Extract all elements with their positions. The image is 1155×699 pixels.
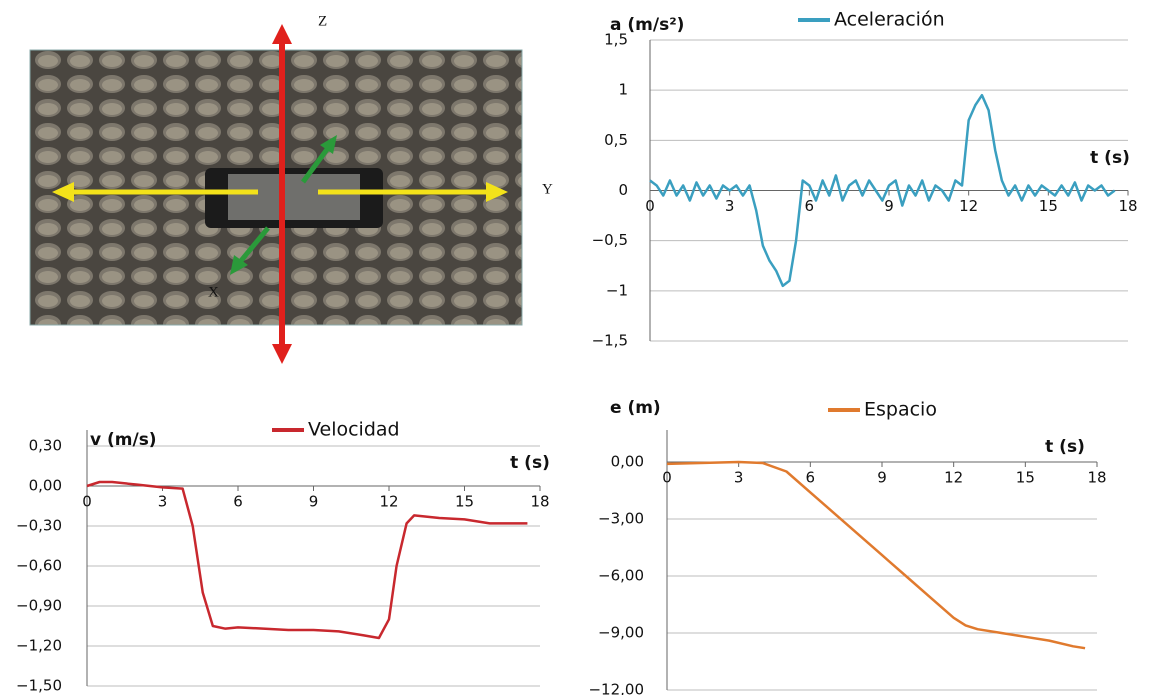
data-line: [666, 460, 1086, 650]
y-tick-label: 1,5: [604, 31, 628, 49]
y-tick-label: −0,5: [592, 231, 628, 249]
x-arrow-down-head: [230, 255, 248, 275]
data-line: [649, 93, 1116, 288]
z-label: Z: [318, 13, 327, 29]
x-arrow-up-head: [320, 135, 337, 154]
y-arrow-right-head: [486, 182, 508, 202]
x-tick-label: 12: [379, 493, 398, 511]
y-tick-label: −1,20: [16, 637, 62, 655]
x-label: X: [208, 284, 219, 300]
x-tick-label: 15: [1016, 469, 1035, 487]
y-tick-label: −6,00: [598, 567, 644, 585]
phone-screen: [228, 174, 360, 220]
x-axis-label: t (s): [1090, 148, 1130, 168]
x-axis-label: t (s): [510, 453, 550, 473]
x-axis-label: t (s): [1045, 437, 1085, 457]
y-axis-label: v (m/s): [90, 430, 157, 450]
x-tick-label: 3: [734, 469, 744, 487]
y-tick-label: −0,90: [16, 597, 62, 615]
x-tick-label: 0: [82, 493, 92, 511]
x-tick-label: 9: [884, 197, 894, 215]
x-tick-label: 3: [725, 197, 735, 215]
y-label: Y: [542, 181, 553, 197]
x-tick-label: 0: [645, 197, 655, 215]
x-tick-label: 12: [944, 469, 963, 487]
legend-label: Velocidad: [308, 419, 400, 441]
y-tick-label: 0,00: [29, 477, 62, 495]
y-tick-label: 0: [618, 181, 628, 199]
x-arrow-down: [238, 226, 270, 264]
y-tick-label: −0,60: [16, 557, 62, 575]
x-tick-label: 12: [959, 197, 978, 215]
photo: Z Y X: [29, 13, 553, 364]
y-axis-label: a (m/s²): [610, 15, 684, 35]
z-arrow-head: [272, 24, 292, 44]
y-tick-label: 1: [618, 81, 628, 99]
y-tick-label: −12,00: [588, 681, 644, 696]
x-tick-label: 15: [1039, 197, 1058, 215]
y-tick-label: −0,30: [16, 517, 62, 535]
y-arrow-left-head: [52, 182, 74, 202]
x-tick-label: 18: [1118, 197, 1137, 215]
x-tick-label: 6: [233, 493, 243, 511]
x-tick-label: 18: [530, 493, 549, 511]
x-tick-label: 18: [1087, 469, 1106, 487]
x-tick-label: 0: [662, 469, 672, 487]
y-tick-label: −1,50: [16, 677, 62, 695]
legend-label: Aceleración: [834, 9, 945, 31]
y-tick-label: 0,00: [611, 453, 644, 471]
data-line: [86, 480, 528, 640]
x-tick-label: 9: [309, 493, 319, 511]
y-tick-label: 0,5: [604, 131, 628, 149]
y-tick-label: −3,00: [598, 510, 644, 528]
x-tick-label: 6: [805, 197, 815, 215]
x-tick-label: 3: [158, 493, 168, 511]
x-arrow-up: [300, 146, 331, 184]
y-tick-label: −9,00: [598, 624, 644, 642]
y-axis-label: e (m): [610, 398, 661, 418]
z-arrow-tail: [272, 344, 292, 364]
x-tick-label: 6: [806, 469, 816, 487]
y-tick-label: −1: [606, 281, 628, 299]
x-tick-label: 9: [877, 469, 887, 487]
y-tick-label: −1,5: [592, 332, 628, 350]
x-tick-label: 15: [455, 493, 474, 511]
legend-label: Espacio: [864, 399, 937, 421]
y-tick-label: 0,30: [29, 437, 62, 455]
